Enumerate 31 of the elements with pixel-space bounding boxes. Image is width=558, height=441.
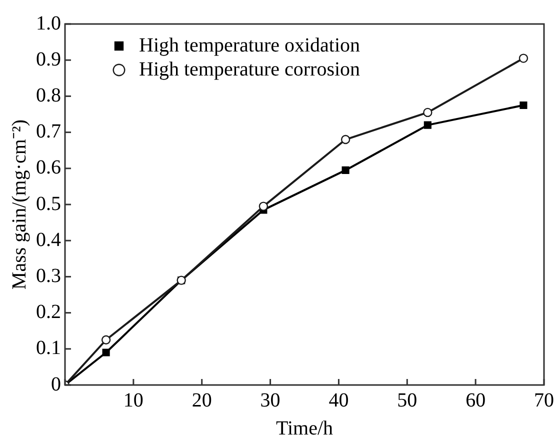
y-tick-label: 0.2 [36, 301, 61, 324]
point [342, 166, 350, 174]
point [340, 134, 350, 144]
legend-label: High temperature oxidation [139, 34, 360, 56]
point [258, 202, 268, 211]
point [423, 108, 432, 118]
x-axis-title: Time/h [276, 417, 334, 440]
y-tick-label: 0.8 [36, 84, 61, 106]
y-tick-label: 0.7 [36, 120, 61, 143]
y-tick-label: 0.9 [36, 48, 61, 70]
y-tick-label: 0.4 [36, 228, 61, 251]
x-tick-label: 30 [260, 389, 280, 412]
x-tick-label: 70 [534, 389, 554, 412]
y-tick-label: 0.3 [36, 264, 61, 287]
point [102, 348, 110, 356]
x-tick-label: 60 [466, 389, 486, 412]
y-tick-label: 0.1 [36, 337, 61, 360]
x-tick-label: 10 [123, 389, 144, 412]
point [424, 121, 432, 129]
point [520, 101, 528, 110]
x-tick-label: 40 [328, 389, 349, 412]
x-tick-label: 50 [397, 389, 418, 412]
y-tick-label: 0 [51, 373, 61, 396]
y-tick-label: 0.6 [36, 156, 61, 179]
x-tick-label: 20 [192, 389, 212, 412]
y-tick-label: 1.0 [36, 12, 61, 34]
point [101, 335, 111, 344]
y-tick-label: 0.5 [36, 192, 61, 215]
y-axis-title: Mass gain/(mg·cm⁻²) [8, 119, 30, 290]
legend-label: High temperature corrosion [139, 58, 360, 80]
point [518, 54, 528, 63]
